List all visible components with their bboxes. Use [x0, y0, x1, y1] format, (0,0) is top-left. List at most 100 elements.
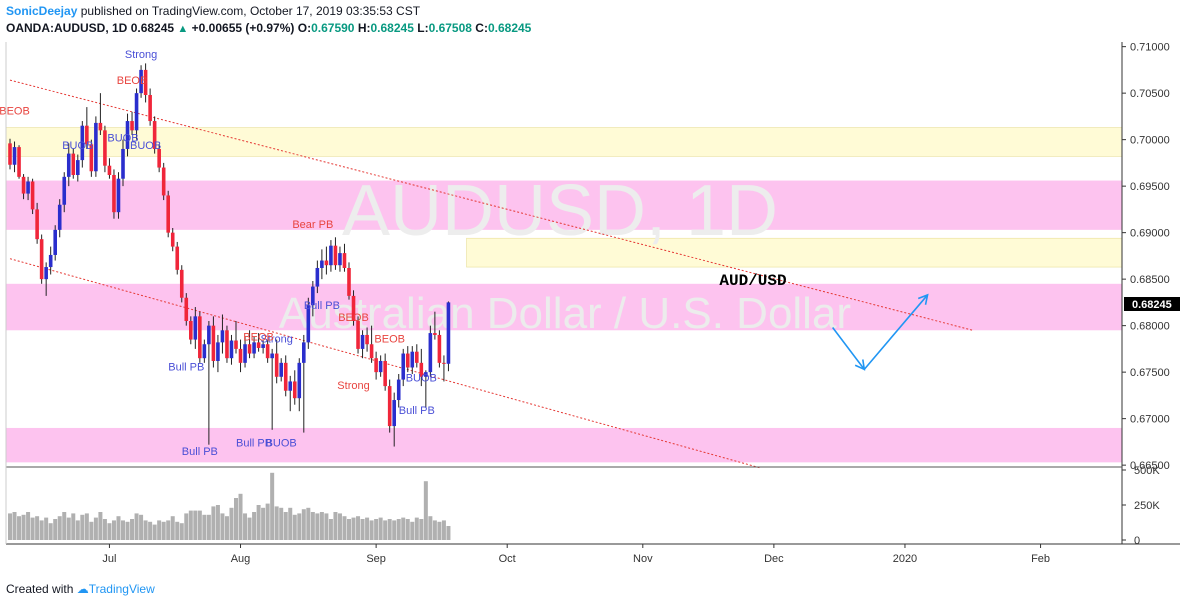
candle-body [369, 344, 374, 359]
candle-body [76, 160, 80, 175]
watermark-description: Australian Dollar / U.S. Dollar [279, 289, 851, 338]
candle-body [193, 316, 198, 340]
volume-bar [374, 519, 379, 540]
candle-body [121, 148, 125, 179]
volume-bar [301, 509, 306, 540]
volume-bar [261, 507, 266, 540]
candle-body [26, 181, 30, 194]
publish-text: published on TradingView.com, October 17… [80, 4, 421, 18]
volume-bar [130, 519, 135, 540]
volume-bar [229, 507, 234, 540]
price-axis[interactable]: 0.71000 0.70500 0.70000 0.69500 0.69000 0.685… [1122, 42, 1170, 472]
zones-layer [5, 127, 1123, 463]
volume-bar [324, 513, 329, 540]
volume-bar [419, 519, 424, 540]
candle-body [433, 333, 437, 335]
tradingview-brand-link[interactable]: TradingView [88, 582, 155, 596]
volume-bar [157, 520, 162, 540]
candle-body [387, 386, 392, 427]
candle-body [252, 342, 256, 354]
volume-bar [75, 520, 80, 540]
volume-bar [71, 513, 76, 540]
candle-body [302, 342, 306, 363]
volume-bar [265, 503, 270, 540]
volume-tick-label: 250K [1134, 500, 1160, 512]
signal-label: BUOB [130, 140, 161, 152]
volume-bar [392, 520, 397, 540]
candle-body [396, 379, 401, 401]
candle-body [428, 333, 433, 373]
volume-bar [274, 506, 279, 540]
created-with-text: Created with [6, 582, 74, 596]
price-tick-label: 0.71000 [1130, 42, 1170, 54]
symbol-label[interactable]: OANDA:AUDUSD, 1D [6, 21, 128, 35]
time-axis[interactable]: Jul Aug Sep Oct Nov Dec 2020 Feb [102, 544, 1050, 565]
volume-bar [356, 516, 361, 540]
volume-bar [30, 517, 35, 540]
volume-bar [8, 513, 12, 540]
candle-body [220, 330, 225, 343]
volume-bar [121, 520, 125, 540]
volume-bar [315, 513, 320, 540]
volume-bar [111, 520, 116, 540]
volume-bar [202, 514, 207, 540]
candle-body [419, 362, 424, 377]
time-tick-label: Feb [1031, 553, 1050, 565]
candle-body [57, 204, 62, 230]
volume-bar [139, 514, 144, 540]
candle-body [292, 381, 297, 399]
candle-body [360, 334, 365, 349]
volume-bar [57, 516, 62, 540]
high-value: 0.68245 [370, 21, 414, 35]
time-tick-label: Jul [102, 553, 116, 565]
time-tick-label: Sep [366, 553, 386, 565]
signal-label: Bull PB [182, 446, 218, 458]
candle-body [270, 353, 274, 359]
current-price-label: 0.68245 [1132, 299, 1172, 311]
volume-bar [175, 521, 180, 540]
volume-bar [351, 517, 356, 540]
signal-label: Bull PB [399, 405, 435, 417]
publish-info: SonicDeejay published on TradingView.com… [6, 4, 420, 18]
candle-body [39, 239, 44, 280]
watermark-symbol: AUDUSD, 1D [342, 171, 778, 251]
candle-body [324, 260, 329, 266]
candle-body [365, 334, 369, 345]
candle-body [148, 95, 152, 122]
footer: Created with ☁TradingView [6, 582, 155, 596]
price-tick-label: 0.68000 [1130, 321, 1170, 333]
volume-bar [211, 506, 216, 540]
candle-body [80, 125, 85, 161]
candle-body [139, 69, 143, 94]
candle-body [107, 165, 112, 175]
candle-body [211, 325, 216, 361]
candle-body [66, 153, 71, 177]
low-value: 0.67508 [428, 21, 472, 35]
candle-body [202, 344, 207, 359]
candle-body [415, 351, 419, 363]
volume-bar [53, 519, 58, 540]
price-tick-label: 0.66500 [1130, 460, 1170, 472]
volume-bar [446, 526, 451, 540]
candle-body [446, 302, 451, 364]
volume-layer [8, 472, 451, 540]
candle-body [333, 245, 338, 266]
price-tick-label: 0.68500 [1130, 274, 1170, 286]
high-label: H: [357, 21, 371, 35]
volume-bar [220, 513, 225, 540]
volume-bar [102, 519, 107, 540]
author-link[interactable]: SonicDeejay [6, 4, 78, 18]
candle-body [35, 209, 39, 240]
volume-bar [387, 519, 392, 540]
open-label: O: [297, 21, 312, 35]
candle-body [12, 147, 17, 165]
candle-body [338, 253, 342, 266]
candle-body [184, 297, 189, 321]
candles-layer [8, 63, 451, 447]
signal-label: BEOB [374, 333, 405, 345]
arrow-layer[interactable] [832, 293, 929, 371]
signal-label: Strong [125, 49, 157, 61]
candle-body [134, 93, 139, 131]
